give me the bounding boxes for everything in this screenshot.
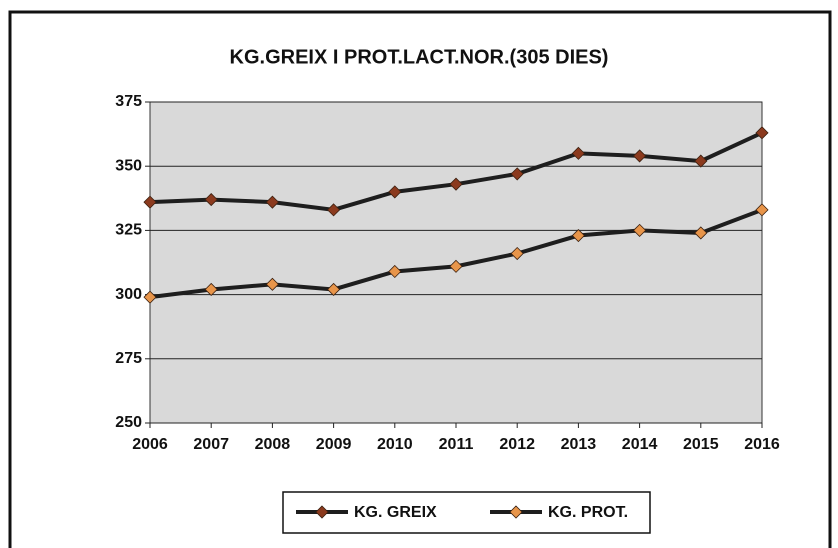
legend-label: KG. GREIX [354, 504, 437, 521]
data-point [694, 154, 708, 168]
x-tick-label: 2010 [377, 436, 413, 453]
data-point [143, 290, 157, 304]
y-tick-label: 275 [115, 350, 142, 367]
data-point [449, 177, 463, 191]
data-point [571, 146, 585, 160]
data-point [204, 193, 218, 207]
x-tick-label: 2009 [316, 436, 352, 453]
x-tick-label: 2011 [439, 436, 474, 453]
data-point [510, 246, 524, 261]
data-point [510, 167, 524, 181]
data-point [449, 259, 463, 273]
x-tick-label: 2013 [561, 436, 597, 453]
legend-marker [509, 505, 523, 519]
y-tick-label: 375 [115, 93, 142, 110]
x-tick-label: 2014 [622, 436, 658, 453]
data-point [388, 185, 402, 199]
data-point [571, 228, 585, 243]
data-point [204, 282, 218, 297]
data-point [143, 195, 157, 209]
data-point [633, 223, 647, 237]
legend-marker [315, 505, 329, 519]
legend-label: KG. PROT. [548, 504, 628, 521]
x-tick-label: 2008 [255, 436, 291, 453]
data-point [327, 282, 341, 297]
y-tick-label: 250 [115, 414, 142, 431]
data-point [755, 126, 769, 140]
x-tick-label: 2015 [683, 436, 719, 453]
data-point [265, 195, 279, 209]
y-tick-label: 325 [115, 222, 142, 239]
y-tick-label: 300 [115, 286, 142, 303]
data-point [633, 149, 647, 163]
chart-title: KG.GREIX I PROT.LACT.NOR.(305 DIES) [230, 46, 609, 68]
data-point [327, 203, 341, 217]
data-point [265, 277, 279, 291]
x-tick-label: 2012 [499, 436, 535, 453]
data-point [694, 226, 708, 240]
x-tick-label: 2016 [744, 436, 780, 453]
x-tick-label: 2006 [132, 436, 168, 453]
y-tick-label: 350 [115, 157, 142, 174]
x-tick-label: 2007 [193, 436, 229, 453]
data-point [755, 203, 769, 217]
data-point [388, 264, 402, 279]
